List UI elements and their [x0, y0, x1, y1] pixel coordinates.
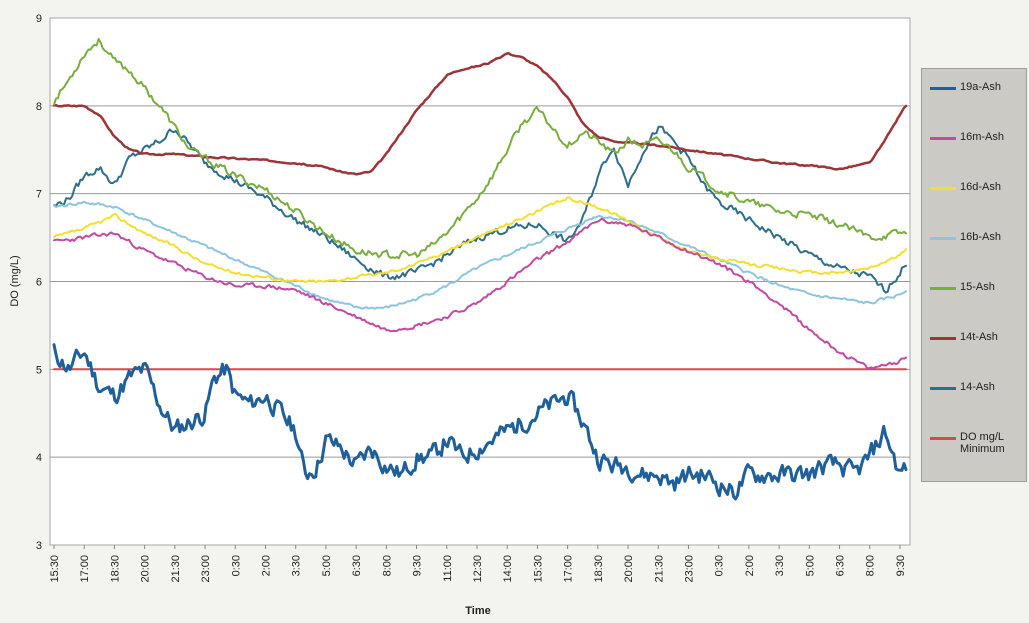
legend-item: 15-Ash	[928, 277, 1026, 301]
x-tick-label: 3:30	[774, 555, 786, 576]
x-tick-labels: 15:30 17:00 18:30 20:00 21:30 23:00 0:30 2:00 3:…	[49, 545, 907, 583]
legend-swatch	[930, 337, 956, 340]
legend-item: 14-Ash	[928, 377, 1026, 401]
series-line-14t-ash	[52, 51, 908, 176]
series-line-19a-ash	[52, 343, 908, 501]
series-lines	[52, 38, 908, 501]
legend-swatch	[930, 237, 956, 240]
legend-swatch	[930, 137, 956, 140]
chart-legend: 19a-Ash 16m-Ash 16d-Ash 16b-Ash 15-Ash 14t-As…	[921, 68, 1027, 482]
x-tick-label: 11:00	[442, 555, 454, 582]
x-axis-label: Time	[465, 605, 490, 617]
y-tick-labels: 3 4 5 6 7 8 9	[36, 13, 42, 552]
legend-swatch	[930, 87, 956, 90]
x-tick-label: 8:00	[865, 555, 877, 576]
legend-label: 14t-Ash	[960, 331, 998, 343]
x-tick-label: 2:00	[744, 555, 756, 576]
x-tick-label: 18:30	[593, 555, 605, 583]
series-line-16d-ash	[53, 196, 907, 284]
y-axis-label: DO (mg/L)	[9, 255, 21, 306]
y-tick-label: 7	[36, 189, 42, 201]
y-tick-label: 5	[36, 364, 42, 376]
x-tick-label: 15:30	[532, 555, 544, 583]
legend-item: DO mg/L Minimum	[928, 427, 1026, 455]
x-tick-label: 12:30	[472, 555, 484, 583]
legend-swatch	[930, 387, 956, 390]
series-line-16m-ash	[53, 217, 907, 370]
x-tick-label: 17:00	[563, 555, 575, 583]
y-tick-label: 6	[36, 277, 42, 289]
legend-item: 16d-Ash	[928, 177, 1026, 201]
legend-swatch	[930, 287, 956, 290]
x-tick-label: 15:30	[49, 555, 61, 583]
legend-swatch	[930, 437, 956, 440]
legend-label: 16b-Ash	[960, 231, 1001, 243]
x-tick-label: 2:00	[260, 555, 272, 576]
x-tick-label: 14:00	[502, 555, 514, 583]
legend-label: 14-Ash	[960, 381, 995, 393]
x-tick-label: 5:00	[321, 555, 333, 576]
legend-label: 15-Ash	[960, 281, 995, 293]
x-tick-label: 3:30	[291, 555, 303, 576]
x-tick-label: 9:30	[412, 555, 424, 576]
legend-label: 16m-Ash	[960, 131, 1005, 143]
x-tick-label: 0:30	[230, 555, 242, 576]
y-tick-label: 3	[36, 540, 42, 552]
x-tick-label: 17:00	[79, 555, 91, 583]
x-tick-label: 5:00	[804, 555, 816, 576]
x-tick-label: 21:30	[653, 555, 665, 583]
x-tick-label: 6:30	[351, 555, 363, 576]
legend-item: 19a-Ash	[928, 77, 1026, 101]
x-tick-label: 0:30	[714, 555, 726, 576]
legend-item: 16b-Ash	[928, 227, 1026, 251]
x-tick-label: 8:00	[381, 555, 393, 576]
x-tick-label: 20:00	[140, 555, 152, 583]
legend-label: 19a-Ash	[960, 81, 1001, 93]
legend-label: DO mg/L Minimum	[960, 431, 1005, 455]
x-tick-label: 9:30	[895, 555, 907, 576]
legend-item: 14t-Ash	[928, 327, 1026, 351]
series-line-15-ash	[53, 38, 907, 260]
legend-item: 16m-Ash	[928, 127, 1026, 151]
x-tick-label: 18:30	[109, 555, 121, 583]
legend-swatch	[930, 187, 956, 190]
series-line-16b-ash	[53, 200, 907, 310]
x-tick-label: 6:30	[835, 555, 847, 576]
x-tick-label: 23:00	[200, 555, 212, 583]
x-tick-label: 23:00	[683, 555, 695, 583]
y-tick-label: 8	[36, 101, 42, 113]
y-tick-label: 4	[36, 452, 42, 464]
x-tick-label: 21:30	[170, 555, 182, 583]
legend-label: 16d-Ash	[960, 181, 1001, 193]
x-tick-label: 20:00	[623, 555, 635, 583]
y-tick-label: 9	[36, 13, 42, 25]
